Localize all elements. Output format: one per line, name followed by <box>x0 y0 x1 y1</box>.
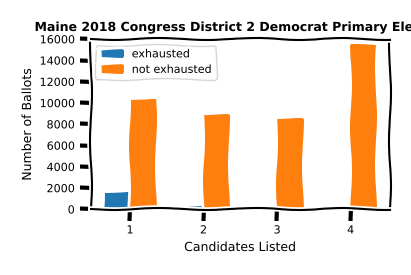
Bar <box>104 192 130 210</box>
Bar <box>277 119 303 210</box>
Bar <box>351 45 376 210</box>
Title: Maine 2018 Congress District 2 Democrat Primary Election: Maine 2018 Congress District 2 Democrat … <box>35 21 411 34</box>
Legend: exhausted, not exhausted: exhausted, not exhausted <box>96 45 217 79</box>
Bar <box>203 115 229 210</box>
X-axis label: Candidates Listed: Candidates Listed <box>184 241 296 254</box>
Bar <box>130 99 156 210</box>
Y-axis label: Number of Ballots: Number of Ballots <box>21 68 34 181</box>
Bar <box>178 207 203 210</box>
